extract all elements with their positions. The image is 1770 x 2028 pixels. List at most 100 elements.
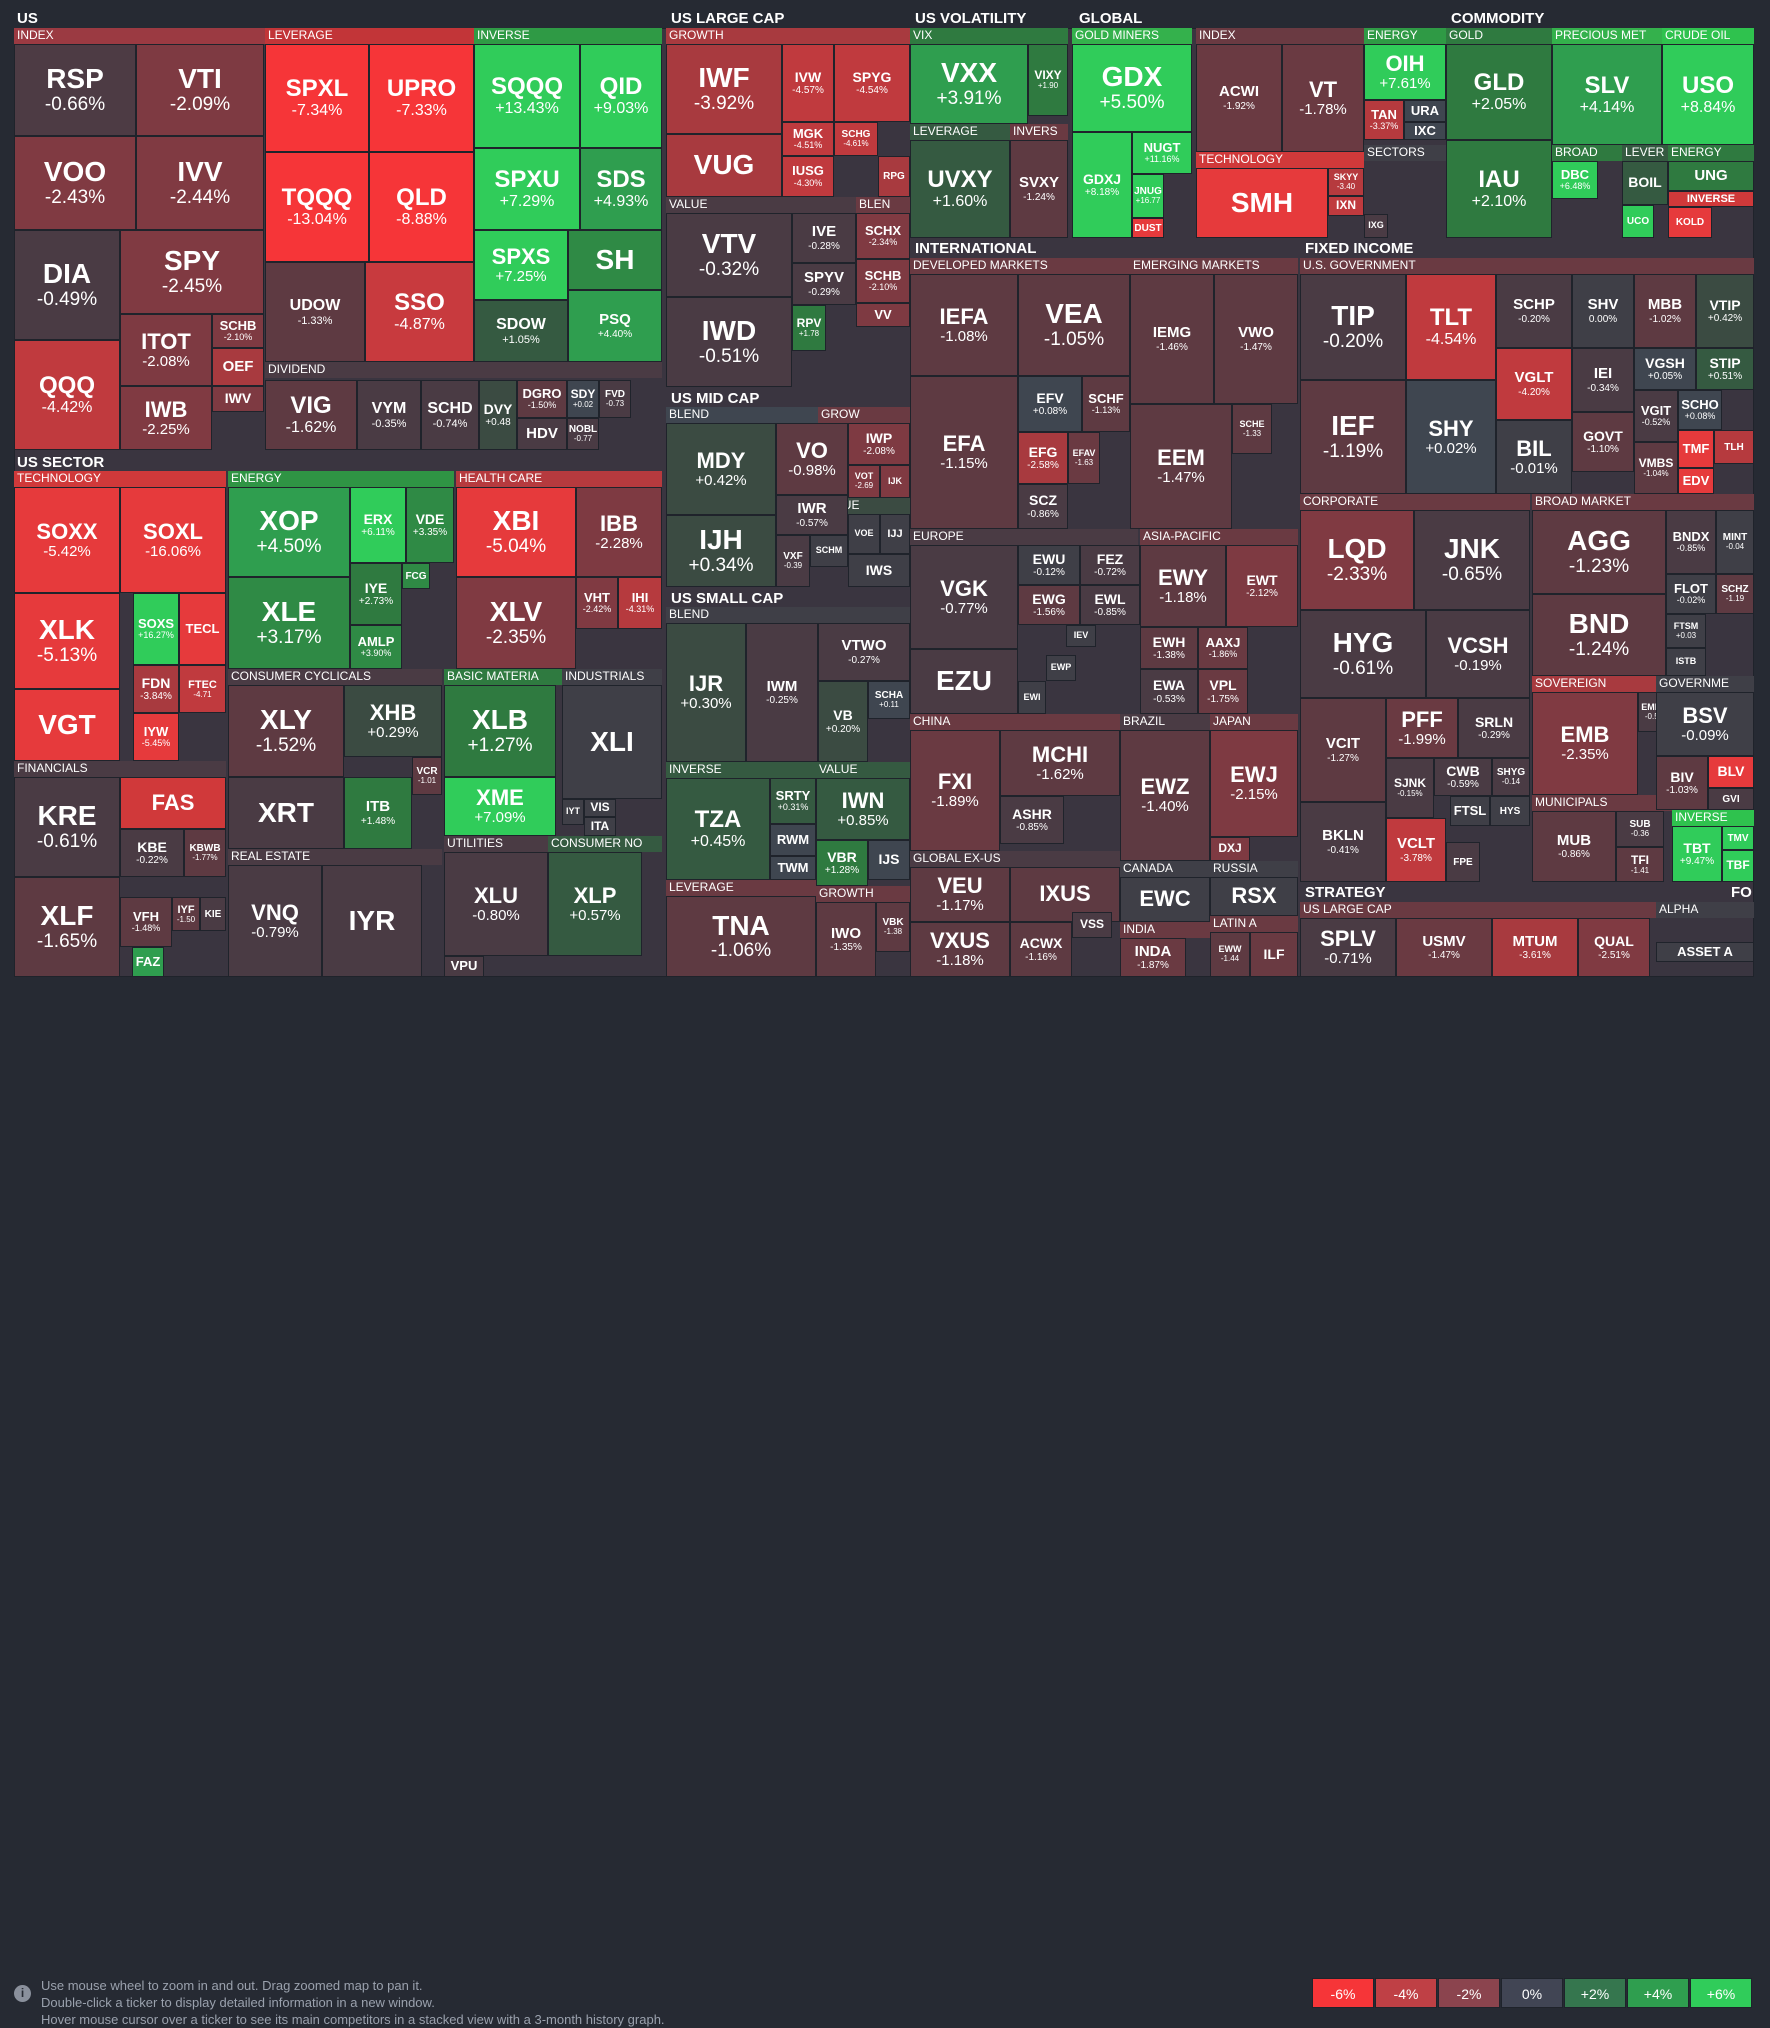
ticker-iemg[interactable]: IEMG -1.46% <box>1130 274 1214 404</box>
ticker-iyw[interactable]: IYW -5.45% <box>133 713 179 761</box>
ticker-iwb[interactable]: IWB -2.25% <box>120 386 212 450</box>
ticker-ivw[interactable]: IVW -4.57% <box>782 44 834 122</box>
ticker-iusg[interactable]: IUSG -4.30% <box>782 156 834 197</box>
ticker-faz[interactable]: FAZ <box>132 947 164 977</box>
ticker-qqq[interactable]: QQQ -4.42% <box>14 340 120 450</box>
ticker-iws[interactable]: IWS <box>848 554 910 587</box>
ticker-soxs[interactable]: SOXS +16.27% <box>133 593 179 665</box>
ticker-vgt[interactable]: VGT <box>14 689 120 761</box>
ticker-vixy[interactable]: VIXY +1.90 <box>1028 44 1068 116</box>
ticker-ihi[interactable]: IHI -4.31% <box>618 577 662 629</box>
ticker-kie[interactable]: KIE <box>200 897 226 931</box>
ticker-gld[interactable]: GLD +2.05% <box>1446 44 1552 140</box>
ticker-acwx[interactable]: ACWX -1.16% <box>1010 922 1072 977</box>
ticker-iei[interactable]: IEI -0.34% <box>1572 348 1634 412</box>
ticker-vcit[interactable]: VCIT -1.27% <box>1300 698 1386 802</box>
ticker-boil[interactable]: BOIL <box>1622 161 1668 205</box>
ticker-istb[interactable]: ISTB <box>1666 648 1706 676</box>
ticker-tbt[interactable]: TBT +9.47% <box>1672 826 1722 882</box>
ticker-vbk[interactable]: VBK -1.38 <box>876 902 910 952</box>
ticker-xlf[interactable]: XLF -1.65% <box>14 877 120 977</box>
ticker-dust[interactable]: DUST <box>1132 218 1164 238</box>
ticker-tfi[interactable]: TFI -1.41 <box>1616 847 1664 882</box>
ticker-ewi[interactable]: EWI <box>1018 681 1046 714</box>
ticker-ewj[interactable]: EWJ -2.15% <box>1210 730 1298 837</box>
ticker-tna[interactable]: TNA -1.06% <box>666 896 816 977</box>
ticker-ilf[interactable]: ILF <box>1250 932 1298 977</box>
ticker-dxj[interactable]: DXJ <box>1210 837 1250 861</box>
ticker-mub[interactable]: MUB -0.86% <box>1532 811 1616 882</box>
ticker-vglt[interactable]: VGLT -4.20% <box>1496 348 1572 420</box>
ticker-tza[interactable]: TZA +0.45% <box>666 778 770 880</box>
ticker-srln[interactable]: SRLN -0.29% <box>1458 698 1530 758</box>
ticker-sds[interactable]: SDS +4.93% <box>580 148 662 230</box>
ticker-vgk[interactable]: VGK -0.77% <box>910 545 1018 649</box>
ticker-uso[interactable]: USO +8.84% <box>1662 44 1754 145</box>
ticker-mchi[interactable]: MCHI -1.62% <box>1000 730 1120 796</box>
ticker-edv[interactable]: EDV <box>1678 468 1714 494</box>
ticker-veu[interactable]: VEU -1.17% <box>910 867 1010 922</box>
ticker-tlh[interactable]: TLH <box>1714 430 1754 464</box>
ticker-vpl[interactable]: VPL -1.75% <box>1198 669 1248 714</box>
ticker-hdv[interactable]: HDV <box>517 418 567 450</box>
ticker-xle[interactable]: XLE +3.17% <box>228 577 350 669</box>
ticker-rpg[interactable]: RPG <box>878 156 910 197</box>
ticker-vgsh[interactable]: VGSH +0.05% <box>1634 348 1696 390</box>
ticker-pff[interactable]: PFF -1.99% <box>1386 698 1458 758</box>
ticker-bil[interactable]: BIL -0.01% <box>1496 420 1572 494</box>
ticker-schx[interactable]: SCHX -2.34% <box>856 213 910 259</box>
ticker-voo[interactable]: VOO -2.43% <box>14 136 136 230</box>
ticker-schp[interactable]: SCHP -0.20% <box>1496 274 1572 348</box>
ticker-ivv[interactable]: IVV -2.44% <box>136 136 264 230</box>
ticker-vfh[interactable]: VFH -1.48% <box>120 897 172 947</box>
ticker-vtv[interactable]: VTV -0.32% <box>666 213 792 297</box>
ticker-bsv[interactable]: BSV -0.09% <box>1656 692 1754 756</box>
ticker-xbi[interactable]: XBI -5.04% <box>456 487 576 577</box>
ticker-ewa[interactable]: EWA -0.53% <box>1140 669 1198 714</box>
ticker-ixg[interactable]: IXG <box>1364 214 1388 238</box>
ticker-ijs[interactable]: IJS <box>868 840 910 880</box>
ticker-vcsh[interactable]: VCSH -0.19% <box>1426 610 1530 698</box>
ticker-iev[interactable]: IEV <box>1066 625 1096 647</box>
ticker-vo[interactable]: VO -0.98% <box>776 423 848 495</box>
ticker-iwv[interactable]: IWV <box>212 386 264 412</box>
ticker-ijr[interactable]: IJR +0.30% <box>666 623 746 762</box>
ticker-efav[interactable]: EFAV -1.63 <box>1068 432 1100 484</box>
ticker-vde[interactable]: VDE +3.35% <box>406 487 454 563</box>
ticker-scha[interactable]: SCHA +0.11 <box>868 681 910 719</box>
ticker-vnq[interactable]: VNQ -0.79% <box>228 865 322 977</box>
ticker-sso[interactable]: SSO -4.87% <box>365 262 474 362</box>
ticker-ief[interactable]: IEF -1.19% <box>1300 380 1406 494</box>
ticker-shv[interactable]: SHV 0.00% <box>1572 274 1634 348</box>
ticker-vgit[interactable]: VGIT -0.52% <box>1634 390 1678 442</box>
ticker-soxx[interactable]: SOXX -5.42% <box>14 487 120 593</box>
ticker-iau[interactable]: IAU +2.10% <box>1446 140 1552 238</box>
ticker-vss[interactable]: VSS <box>1072 912 1112 938</box>
ticker-qual[interactable]: QUAL -2.51% <box>1578 918 1650 977</box>
ticker-upro[interactable]: UPRO -7.33% <box>369 44 474 152</box>
ticker-vug[interactable]: VUG <box>666 134 782 197</box>
ticker-voe[interactable]: VOE <box>848 514 880 554</box>
ticker-schm[interactable]: SCHM <box>810 535 848 567</box>
ticker-eww[interactable]: EWW -1.44 <box>1210 932 1250 977</box>
ticker-ewy[interactable]: EWY -1.18% <box>1140 545 1226 627</box>
ticker-amlp[interactable]: AMLP +3.90% <box>350 625 402 669</box>
ticker-xli[interactable]: XLI <box>562 685 662 799</box>
ticker-xrt[interactable]: XRT <box>228 777 344 849</box>
ticker-jnk[interactable]: JNK -0.65% <box>1414 510 1530 610</box>
ticker-iyf[interactable]: IYF -1.50 <box>172 897 200 931</box>
ticker-shyg[interactable]: SHYG -0.14 <box>1492 758 1530 796</box>
ticker-gvi[interactable]: GVI <box>1708 788 1754 810</box>
ticker-vbr[interactable]: VBR +1.28% <box>816 840 868 886</box>
ticker-vwo[interactable]: VWO -1.47% <box>1214 274 1298 404</box>
ticker-vti[interactable]: VTI -2.09% <box>136 44 264 136</box>
ticker-vmbs[interactable]: VMBS -1.04% <box>1634 442 1678 494</box>
ticker-ewh[interactable]: EWH -1.38% <box>1140 627 1198 669</box>
ticker-scz[interactable]: SCZ -0.86% <box>1018 484 1068 529</box>
ticker-xlb[interactable]: XLB +1.27% <box>444 685 556 777</box>
ticker-vxus[interactable]: VXUS -1.18% <box>910 922 1010 977</box>
ticker-inda[interactable]: INDA -1.87% <box>1120 938 1186 977</box>
ticker-ijk[interactable]: IJK <box>880 465 910 498</box>
ticker-nobl[interactable]: NOBL -0.77 <box>567 418 599 450</box>
ticker-schf[interactable]: SCHF -1.13% <box>1082 376 1130 432</box>
